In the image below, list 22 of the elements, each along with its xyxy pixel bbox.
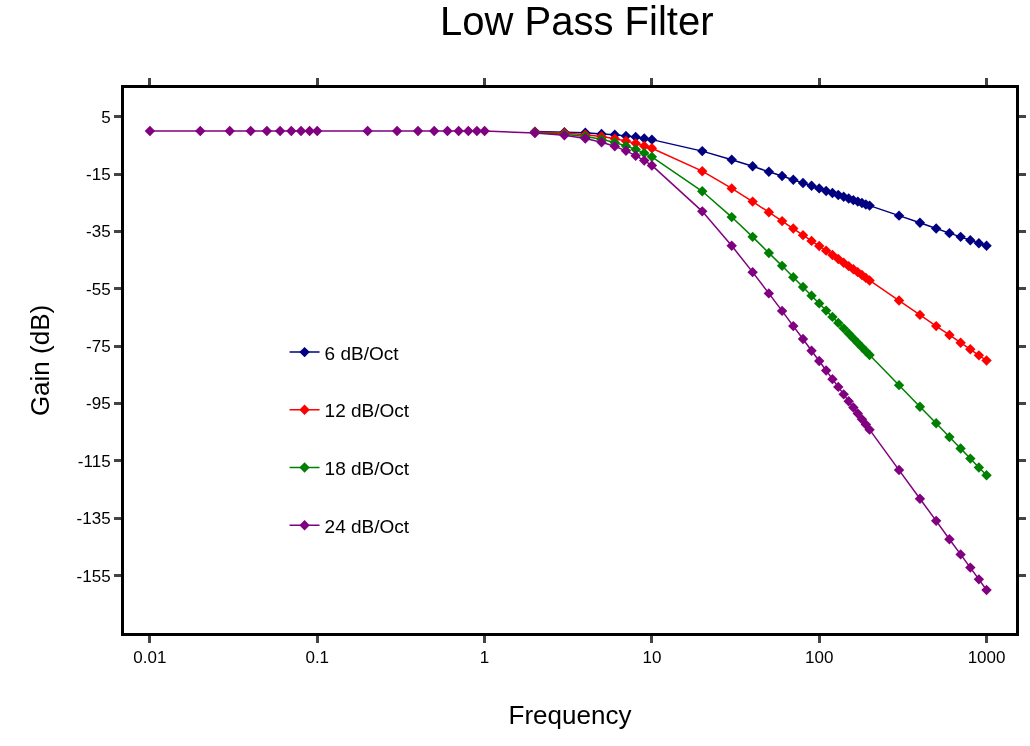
x-tick-label: 0.1	[305, 648, 330, 668]
y-tick-label: -95	[86, 394, 111, 414]
x-tick-label: 0.01	[133, 648, 167, 668]
y-tick-label: -135	[76, 509, 111, 529]
y-tick-label: -15	[86, 165, 111, 184]
legend-label: 6 dB/Oct	[324, 342, 400, 364]
x-tick-label: 10	[642, 648, 662, 668]
x-axis-title: Frequency	[508, 700, 632, 731]
y-tick-label: 5	[101, 107, 111, 127]
x-tick-label: 1000	[967, 648, 1006, 668]
legend-label: 18 dB/Oct	[324, 457, 410, 479]
y-tick-label: -115	[77, 451, 111, 471]
y-tick-label: -35	[86, 222, 111, 242]
y-axis-title: Gain (dB)	[24, 304, 55, 417]
y-tick-label: -55	[86, 279, 111, 299]
y-tick-label: -155	[76, 566, 111, 586]
x-tick-label: 100	[805, 648, 834, 668]
legend-label: 24 dB/Oct	[324, 515, 410, 537]
x-tick-label: 1	[479, 648, 490, 668]
legend-label: 12 dB/Oct	[324, 400, 410, 422]
chart-title: Low Pass Filter	[440, 0, 714, 44]
y-tick-label: -75	[86, 337, 111, 357]
